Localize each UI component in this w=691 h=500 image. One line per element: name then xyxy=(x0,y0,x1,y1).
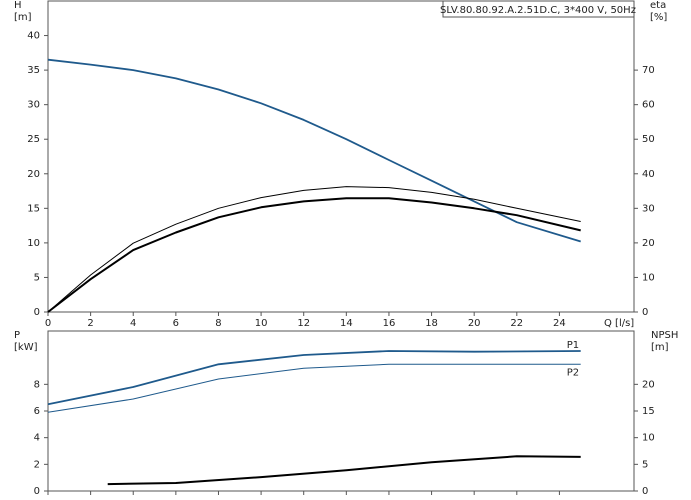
y-tick-label: 20 xyxy=(27,169,40,180)
data-line xyxy=(47,350,581,406)
y-tick-label: 35 xyxy=(27,65,40,76)
y2-tick-label: 0 xyxy=(642,307,648,318)
x-tick-label: 2 xyxy=(87,318,93,329)
x-tick-label: 18 xyxy=(425,318,438,329)
x-tick-label: 12 xyxy=(297,318,310,329)
x-tick-label: 22 xyxy=(510,318,523,329)
plot-frame xyxy=(47,0,635,313)
y2-tick-label: 20 xyxy=(642,379,655,390)
data-line xyxy=(47,58,581,243)
x-axis-label: Q [l/s] xyxy=(604,318,634,329)
x-tick-label: 8 xyxy=(215,318,221,329)
data-line xyxy=(47,186,581,313)
x-tick-label: 10 xyxy=(255,318,268,329)
y-tick-label: 30 xyxy=(27,100,40,111)
chart-title: SLV.80.80.92.A.2.51D.C, 3*400 V, 50Hz xyxy=(440,5,636,16)
y-axis-label: [kW] xyxy=(14,342,38,353)
x-tick-label: 16 xyxy=(383,318,396,329)
y-axis-label: P xyxy=(14,330,20,341)
y2-tick-label: 15 xyxy=(642,406,655,417)
y2-tick-label: 60 xyxy=(642,100,655,111)
y-tick-label: 25 xyxy=(27,134,40,145)
y2-tick-label: 50 xyxy=(642,134,655,145)
y-tick-label: 5 xyxy=(34,272,40,283)
y2-axis-label: NPSH xyxy=(651,330,678,341)
x-tick-label: 20 xyxy=(468,318,481,329)
y-tick-label: 6 xyxy=(34,406,40,417)
y-axis-label: H xyxy=(14,0,22,11)
x-tick-label: 6 xyxy=(173,318,179,329)
y-tick-label: 8 xyxy=(34,379,40,390)
y-tick-label: 2 xyxy=(34,459,40,470)
y-tick-label: 40 xyxy=(27,31,40,42)
y2-tick-label: 5 xyxy=(642,459,648,470)
series-label: P2 xyxy=(567,367,579,378)
y2-tick-label: 0 xyxy=(642,486,648,497)
y-tick-label: 4 xyxy=(34,433,40,444)
x-tick-label: 4 xyxy=(130,318,136,329)
y-axis-label: [m] xyxy=(14,12,32,23)
data-line xyxy=(47,197,581,313)
x-tick-label: 0 xyxy=(45,318,51,329)
y-tick-label: 10 xyxy=(27,238,40,249)
y2-tick-label: 30 xyxy=(642,203,655,214)
y2-tick-label: 70 xyxy=(642,65,655,76)
y2-tick-label: 20 xyxy=(642,238,655,249)
y-tick-label: 0 xyxy=(34,307,40,318)
y2-tick-label: 10 xyxy=(642,272,655,283)
y-tick-label: 15 xyxy=(27,203,40,214)
plot-frame xyxy=(47,330,635,492)
y2-tick-label: 10 xyxy=(642,433,655,444)
y2-tick-label: 40 xyxy=(642,169,655,180)
x-tick-label: 14 xyxy=(340,318,353,329)
data-line xyxy=(47,363,581,413)
data-line xyxy=(107,455,581,486)
y-tick-label: 0 xyxy=(34,486,40,497)
y2-axis-label: [m] xyxy=(651,342,669,353)
series-label: P1 xyxy=(567,340,579,351)
x-tick-label: 24 xyxy=(553,318,566,329)
y2-axis-label: eta xyxy=(650,0,666,11)
y2-axis-label: [%] xyxy=(650,12,667,23)
title-box xyxy=(442,0,635,18)
